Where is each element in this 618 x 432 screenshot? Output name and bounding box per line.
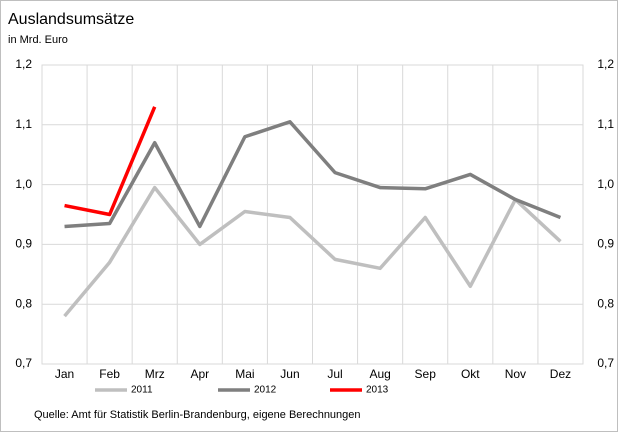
x-tick-label: Jan (55, 367, 74, 381)
x-tick-label: Jul (327, 367, 342, 381)
y2-tick-label: 0,9 (597, 237, 614, 251)
y-tick-label: 1,0 (15, 177, 32, 191)
legend-label: 2011 (131, 385, 153, 396)
y2-tick-label: 1,2 (597, 57, 614, 71)
y2-tick-label: 0,7 (597, 356, 614, 370)
x-tick-label: Feb (99, 367, 120, 381)
x-tick-label: Mrz (145, 367, 165, 381)
y-tick-label: 1,1 (15, 117, 32, 131)
chart-title: Auslandsumsätze (8, 11, 134, 28)
y2-tick-label: 0,8 (597, 296, 614, 310)
y-tick-label: 0,7 (15, 356, 32, 370)
series-line (64, 106, 157, 217)
x-tick-label: Nov (505, 367, 526, 381)
series-line (63, 185, 562, 318)
x-tick-label: Mai (235, 367, 254, 381)
legend-label: 2013 (366, 385, 389, 396)
x-tick-label: Apr (190, 367, 209, 381)
x-tick-label: Sep (415, 367, 437, 381)
plot-frame (41, 64, 584, 365)
series-line (64, 120, 562, 229)
source-note: Quelle: Amt für Statistik Berlin-Branden… (34, 409, 361, 421)
y2-tick-label: 1,0 (597, 177, 614, 191)
y2-tick-label: 1,1 (597, 117, 614, 131)
x-tick-label: Jun (280, 367, 299, 381)
legend-label: 2012 (254, 385, 277, 396)
chart-subtitle: in Mrd. Euro (8, 34, 68, 46)
x-tick-label: Okt (461, 367, 480, 381)
y-tick-label: 0,8 (15, 296, 32, 310)
y-tick-label: 1,2 (15, 57, 32, 71)
x-tick-label: Dez (550, 367, 571, 381)
x-tick-label: Aug (369, 367, 390, 381)
y-tick-label: 0,9 (15, 237, 32, 251)
